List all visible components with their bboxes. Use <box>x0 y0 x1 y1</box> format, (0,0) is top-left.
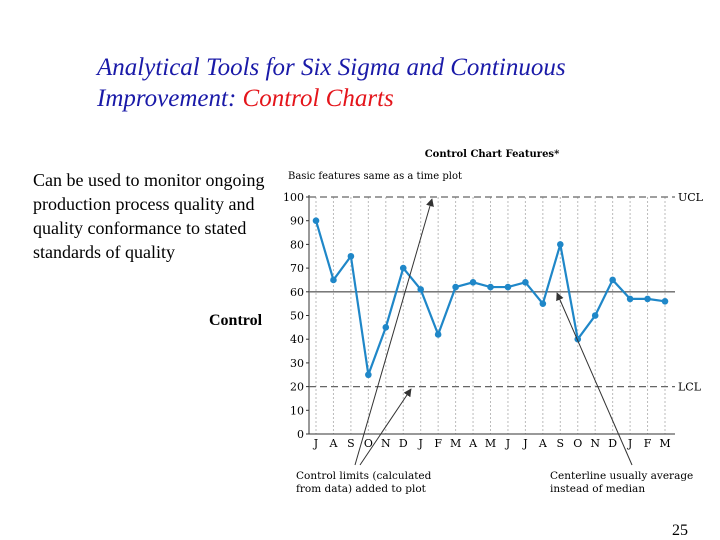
x-tick-label: A <box>328 437 338 450</box>
x-tick-label: O <box>364 437 373 450</box>
data-point <box>609 276 616 284</box>
data-point <box>591 312 599 319</box>
data-point <box>312 217 320 224</box>
y-tick-label: 0 <box>297 428 304 441</box>
y-tick-label: 40 <box>290 333 304 346</box>
chart-subtitle: Basic features same as a time plot <box>288 171 462 182</box>
y-tick-label: 80 <box>290 238 304 251</box>
data-point <box>539 300 547 307</box>
data-point <box>504 283 512 291</box>
x-tick-label: S <box>347 437 355 450</box>
data-point <box>382 324 390 331</box>
y-tick-label: 30 <box>290 357 304 370</box>
data-point <box>330 276 337 284</box>
y-tick-label: 70 <box>290 262 304 275</box>
annotation-text: Centerline usually average <box>550 470 693 482</box>
x-tick-label: J <box>627 437 632 450</box>
data-point <box>399 264 407 272</box>
x-tick-label: N <box>590 437 600 450</box>
x-tick-label: A <box>538 437 548 450</box>
y-tick-label: 100 <box>283 191 304 204</box>
x-tick-label: A <box>468 437 478 450</box>
y-tick-label: 60 <box>290 286 304 299</box>
x-tick-label: J <box>505 437 510 450</box>
x-tick-label: M <box>659 437 670 450</box>
ucl-label: UCL <box>678 191 704 204</box>
slide-title: Analytical Tools for Six Sigma and Conti… <box>97 54 566 112</box>
y-tick-label: 50 <box>290 310 304 323</box>
annotation-arrow <box>354 198 434 466</box>
x-tick-label: M <box>485 437 496 450</box>
data-point <box>487 283 494 291</box>
annotation-text: instead of median <box>550 483 645 495</box>
data-point <box>626 295 634 303</box>
data-point <box>417 286 425 293</box>
x-tick-label: M <box>450 437 461 450</box>
x-tick-label: J <box>313 437 318 450</box>
chart-title: Control Chart Features* <box>425 149 560 160</box>
data-point <box>644 295 651 303</box>
description-text: Can be used to monitor ongoing productio… <box>33 170 265 262</box>
annotation-arrow <box>359 388 412 466</box>
data-point <box>365 371 372 379</box>
data-point <box>452 283 459 291</box>
data-point <box>347 252 355 260</box>
data-point <box>469 279 477 286</box>
data-point <box>557 241 564 248</box>
side-label: Control <box>209 312 263 329</box>
data-point <box>661 297 669 305</box>
annotation-text: from data) added to plot <box>296 483 427 495</box>
y-tick-label: 20 <box>290 381 304 394</box>
x-tick-label: N <box>381 437 391 450</box>
x-tick-label: D <box>399 437 408 450</box>
x-tick-label: J <box>417 437 422 450</box>
x-tick-label: O <box>573 437 582 450</box>
data-point <box>434 331 442 338</box>
page-number: 25 <box>672 522 688 539</box>
y-tick-label: 90 <box>290 215 304 228</box>
x-tick-label: S <box>557 437 565 450</box>
x-tick-label: J <box>522 437 527 450</box>
y-tick-label: 10 <box>290 404 304 417</box>
x-tick-label: F <box>644 437 652 450</box>
annotation-text: Control limits (calculated <box>296 470 432 482</box>
x-tick-label: F <box>434 437 442 450</box>
data-point <box>522 279 529 286</box>
annotation-arrow <box>556 292 633 466</box>
title-highlight: Control Charts <box>242 85 394 112</box>
x-tick-label: D <box>608 437 617 450</box>
lcl-label: LCL <box>678 381 702 394</box>
